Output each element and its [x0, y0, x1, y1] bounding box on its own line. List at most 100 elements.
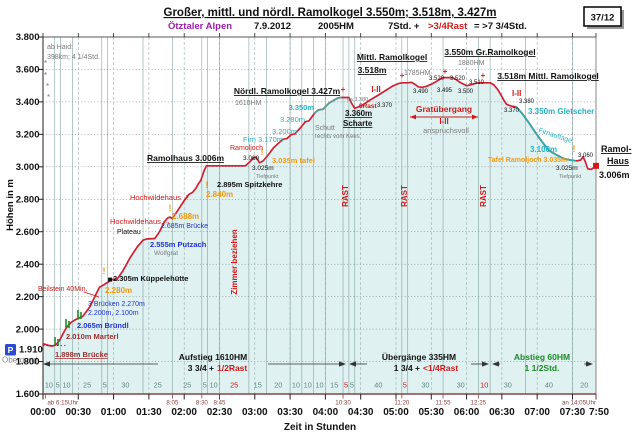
- chart-annotation: 2.010m Marterl: [66, 332, 119, 341]
- x-axis-title: Zeit in Stunden: [284, 422, 356, 433]
- subtime-label: 8:45: [213, 400, 226, 407]
- segment-minutes: 10: [210, 381, 218, 390]
- summit-cross-marker: +: [481, 71, 486, 80]
- chart-annotation: 5Rast: [359, 103, 378, 110]
- y-tick-label: 3.800: [16, 32, 40, 43]
- x-tick-label: 00:30: [66, 407, 92, 418]
- segment-minutes: 30: [121, 381, 129, 390]
- segment-minutes: 5: [103, 381, 107, 390]
- x-tick-label: 06:30: [489, 407, 515, 418]
- chart-annotation: Tiefpunkt: [256, 174, 279, 180]
- chart-annotation: I-II: [371, 85, 380, 94]
- segment-minutes: 5: [203, 381, 207, 390]
- chart-annotation: 3.100m: [530, 145, 557, 154]
- section-arrowhead: [492, 361, 499, 367]
- chart-annotation: 3.360m: [345, 109, 372, 118]
- chart-annotation: 1610HM: [235, 100, 262, 107]
- section-label: Aufstieg 1610HM: [179, 352, 248, 362]
- chart-annotation: Hochwildehaus →: [110, 217, 170, 226]
- chart-annotation: Haus: [607, 156, 629, 166]
- subtime-label: 11:55: [436, 400, 452, 407]
- section-arrowhead: [482, 361, 489, 367]
- chart-annotation: 3.280m: [280, 115, 305, 124]
- warning-marker: !: [169, 203, 172, 213]
- chart-annotation: 2.895m Spitzkehre: [217, 180, 282, 189]
- y-tick-label: 3.600: [16, 65, 40, 76]
- x-tick-label: 7:50: [589, 407, 609, 418]
- segment-minutes: 25: [183, 381, 191, 390]
- chart-annotation: Mittl. Ramolkogel: [357, 52, 427, 62]
- chart-annotation: *: [46, 82, 49, 91]
- subtitle-date: 7.9.2012: [254, 21, 291, 32]
- parking-icon-letter: P: [8, 345, 14, 355]
- chart-annotation: 3.060: [578, 153, 594, 159]
- chart-annotation: 3.025m: [556, 165, 578, 172]
- segment-minutes: 25: [230, 381, 238, 390]
- chart-annotation: 3.510: [469, 80, 485, 86]
- subtime-label: 11:20: [394, 400, 410, 407]
- segment-minutes: 20: [274, 381, 282, 390]
- start-point: P 1.910 Obergurgl: [2, 344, 43, 365]
- chart-annotation: 2.305m Küppelehütte: [113, 274, 188, 283]
- summit-cross-marker: +: [400, 71, 405, 80]
- chart-annotation: 2.555m Putzach: [150, 240, 207, 249]
- warning-marker: !: [103, 266, 106, 276]
- subtime-label: 8:05: [166, 400, 179, 407]
- x-tick-label: 02:00: [171, 407, 197, 418]
- page-badge-text: 37/12: [591, 13, 615, 24]
- chart-annotation: 3.350m: [289, 103, 315, 112]
- segment-minutes: 5: [344, 381, 348, 390]
- chart-annotation: 2.280m: [105, 286, 132, 295]
- x-tick-label: 02:30: [207, 407, 233, 418]
- y-tick-label: 3.000: [16, 162, 40, 173]
- chart-annotation: RAST: [479, 185, 488, 207]
- grat-arrowhead: [410, 114, 416, 120]
- chart-annotation: 3.520: [429, 76, 445, 82]
- chart-annotation: RAST: [341, 185, 350, 207]
- section-arrowhead: [43, 361, 50, 367]
- chart-annotation: Tafel Ramoljoch 3.035m: [488, 157, 567, 164]
- chart-annotation: 3.520: [450, 76, 466, 82]
- y-tick-label: 2.800: [16, 194, 40, 205]
- chart-annotation: Zimmer beziehen: [230, 229, 239, 294]
- point-square-marker: [108, 277, 113, 282]
- section-label: Übergänge 335HM: [382, 352, 456, 362]
- segment-minutes: 10: [62, 381, 70, 390]
- chart-annotation: 2.685m Brücke: [161, 223, 208, 230]
- subtime-label: an 14:05Uhr: [562, 400, 596, 407]
- parking-icon: [5, 344, 16, 356]
- chart-annotation: 3.370: [504, 108, 520, 114]
- chart-annotation: 3.518m Mittl. Ramolkogel: [497, 71, 599, 81]
- subtime-label: 8:30: [196, 400, 209, 407]
- x-tick-label: 03:30: [277, 407, 303, 418]
- section-rest: <1/4Rast: [423, 363, 458, 373]
- subtitle-region: Ötztaler Alpen: [168, 21, 232, 32]
- subtime-label: ab 6:15Uhr: [47, 400, 78, 407]
- chart-annotation: 2.065m Bründl: [77, 321, 129, 330]
- section-time: 1 3/4 +: [394, 363, 420, 373]
- chart-annotation: 3.550m Gr.Ramolkogel: [444, 47, 535, 57]
- chart-annotation: 1880HM: [458, 60, 485, 67]
- chart-annotation: 2.200m, 2.100m: [88, 310, 139, 317]
- subtime-label: 10:30: [335, 400, 351, 407]
- start-place: Obergurgl: [2, 356, 38, 365]
- section-arrowhead: [586, 361, 593, 367]
- y-tick-label: 3.200: [16, 130, 40, 141]
- chart-annotation: 3 Brücken 2.270m: [88, 301, 145, 308]
- segment-minutes: 10: [292, 381, 300, 390]
- chart-annotation: Nördl. Ramolkogel 3.427m: [234, 86, 341, 96]
- page-title: Großer, mittl. und nördl. Ramolkogel 3.5…: [164, 7, 497, 19]
- warning-marker: !: [573, 144, 576, 154]
- segment-minutes: 25: [83, 381, 91, 390]
- subtitle-hours: 7Std. +: [388, 21, 420, 32]
- chart-annotation: 3.518m: [358, 65, 387, 75]
- chart-annotation: *: [44, 71, 47, 80]
- chart-annotation: 3.380: [519, 99, 535, 105]
- x-tick-label: 06:00: [454, 407, 480, 418]
- section-rest: 1/2Rast: [217, 363, 247, 373]
- segment-minutes: 40: [545, 381, 553, 390]
- chart-annotation: Scharte: [343, 119, 373, 128]
- x-tick-label: 01:30: [136, 407, 162, 418]
- x-tick-label: 05:00: [383, 407, 409, 418]
